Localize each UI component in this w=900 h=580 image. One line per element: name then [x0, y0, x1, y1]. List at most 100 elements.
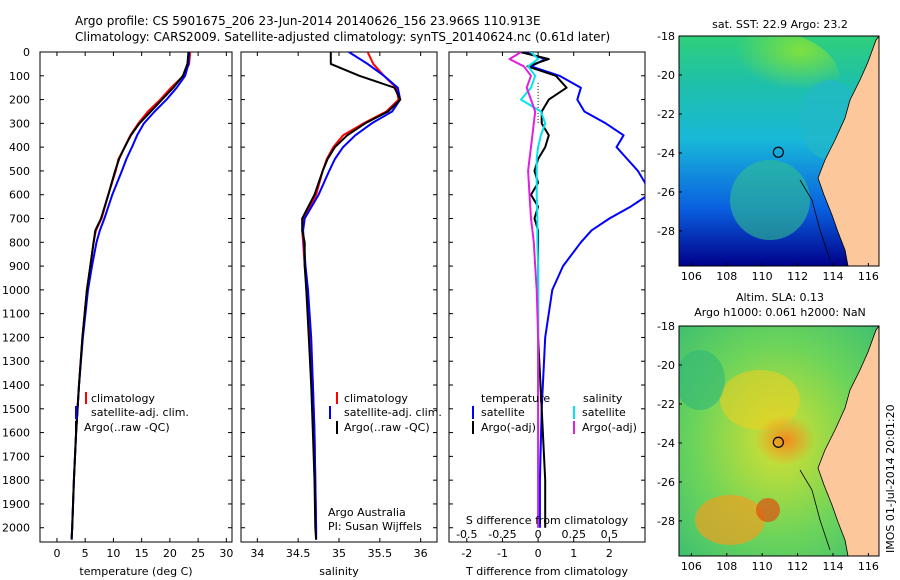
- legend-label-climatology: climatology: [91, 392, 155, 405]
- x-tick-label: 25: [191, 547, 205, 560]
- x-axes: 0 5 10 15 20 25 30 34 34.5 35 35.5 36 -2 -1 0 1 2 -0.5 -0.…: [53, 52, 618, 560]
- x-tick-label: 5: [82, 547, 89, 560]
- sla-orange-patch-south: [695, 495, 765, 545]
- temperature-axis-label: temperature (deg C): [79, 565, 192, 578]
- depth-tick-label: 900: [9, 260, 30, 273]
- salinity-panel-frame: [240, 51, 438, 543]
- s-diff-tick-label: 0: [535, 528, 542, 541]
- depth-tick-label: 600: [9, 189, 30, 202]
- s-diff-tick-label: -0.25: [488, 528, 516, 541]
- x-tick-label: 0: [53, 547, 60, 560]
- sst-mid-patch: [730, 160, 810, 240]
- sla-low-patch: [679, 350, 725, 410]
- map-x-tick-label: 110: [752, 270, 773, 283]
- x-tick-label: -1: [497, 547, 508, 560]
- legend-label-satellite: satellite-adj. clim.: [91, 406, 189, 419]
- sla-land: [817, 326, 879, 556]
- x-tick-label: 1: [570, 547, 577, 560]
- map-y-tick-label: -26: [657, 476, 675, 489]
- map-x-tick-label: 114: [822, 270, 843, 283]
- sla-red-spot: [756, 498, 780, 522]
- sla-bathymetry-contour: [799, 469, 831, 551]
- sla-map-title2: Argo h1000: 0.061 h2000: NaN: [694, 306, 866, 319]
- x-tick-label: 30: [219, 547, 233, 560]
- depth-tick-label: 500: [9, 165, 30, 178]
- map-x-tick-label: 110: [752, 560, 773, 573]
- sst-warm-patch: [680, 36, 840, 130]
- sst-map-frame: [678, 35, 880, 267]
- map-x-tick-label: 108: [716, 270, 737, 283]
- sla-orange-patch: [755, 415, 815, 465]
- sla-high-patch: [720, 370, 800, 430]
- depth-tick-label: 200: [9, 94, 30, 107]
- sla-map-title1: Altim. SLA: 0.13: [736, 291, 824, 304]
- x-tick-label: 2: [606, 547, 613, 560]
- sla-float-marker: [772, 436, 784, 448]
- map-y-tick-label: -20: [657, 69, 675, 82]
- legend-label-satellite: satellite-adj. clim.: [344, 406, 442, 419]
- x-tick-label: 36: [414, 547, 428, 560]
- x-tick-label: 35: [332, 547, 346, 560]
- map-y-tick-label: -28: [657, 225, 675, 238]
- difference-panel-frame: [448, 51, 646, 543]
- sst-map-axes: 106 108 110 112 114 116 -18 -20 -22 -24 -26 -28: [657, 30, 879, 283]
- sst-land: [817, 36, 879, 266]
- depth-tick-label: 1900: [2, 498, 30, 511]
- map-y-tick-label: -18: [657, 320, 675, 333]
- difference-legend: temperature salinity satellite Argo(-adj…: [472, 392, 637, 434]
- map-x-tick-label: 108: [716, 560, 737, 573]
- x-tick-label: 0: [535, 547, 542, 560]
- depth-tick-label: 1400: [2, 379, 30, 392]
- legend-label-climatology: climatology: [344, 392, 408, 405]
- temperature-series-group: [70, 52, 192, 540]
- depth-tick-label: 1100: [2, 308, 30, 321]
- map-y-tick-label: -22: [657, 108, 675, 121]
- legend-label-temp-argo: Argo(-adj): [481, 421, 536, 434]
- map-y-tick-label: -18: [657, 30, 675, 43]
- map-y-tick-label: -24: [657, 147, 675, 160]
- salinity-legend: climatology satellite-adj. clim. Argo(..…: [328, 392, 442, 533]
- map-y-tick-label: -26: [657, 186, 675, 199]
- depth-tick-label: 400: [9, 141, 30, 154]
- depth-tick-label: 1500: [2, 403, 30, 416]
- sla-map: [679, 326, 879, 556]
- map-x-tick-label: 116: [858, 270, 879, 283]
- salinity-axis-label: salinity: [319, 565, 359, 578]
- depth-tick-label: 1200: [2, 331, 30, 344]
- depth-tick-label: 2000: [2, 522, 30, 535]
- x-tick-label: 34.5: [286, 547, 311, 560]
- map-x-tick-label: 116: [858, 560, 879, 573]
- temperature-panel-frame: [39, 51, 233, 543]
- map-y-tick-label: -22: [657, 398, 675, 411]
- sst-bathymetry-contour: [799, 179, 831, 261]
- depth-tick-label: 0: [23, 46, 30, 59]
- legend-label-argo: Argo(..raw -QC): [344, 421, 430, 434]
- t-difference-axis-label: T difference from climatology: [465, 565, 628, 578]
- salinity-series-group: [301, 52, 402, 540]
- legend-title-salinity: salinity: [583, 392, 623, 405]
- legend-title-temperature: temperature: [481, 392, 550, 405]
- depth-tick-label: 100: [9, 70, 30, 83]
- sla-map-frame: [678, 325, 880, 557]
- depth-tick-label: 700: [9, 213, 30, 226]
- map-x-tick-label: 106: [681, 560, 702, 573]
- series-line-argo-raw-qc-: [301, 52, 402, 540]
- sla-map-axes: 106 108 110 112 114 116 -18 -20 -22 -24 -26 -28: [657, 320, 879, 573]
- depth-tick-label: 800: [9, 236, 30, 249]
- depth-tick-label: 1300: [2, 355, 30, 368]
- depth-axis: 0 100 200 300 400 500 600 700 800 900 1000 1100 1200…: [2, 46, 645, 535]
- map-x-tick-label: 112: [787, 560, 808, 573]
- difference-series-group: [508, 52, 645, 528]
- series-line-argo-raw-qc-: [70, 52, 190, 540]
- legend-label-temp-satellite: satellite: [481, 406, 525, 419]
- map-x-tick-label: 114: [822, 560, 843, 573]
- x-tick-label: 15: [135, 547, 149, 560]
- map-y-tick-label: -20: [657, 359, 675, 372]
- series-line-temperature-satellite: [523, 52, 645, 528]
- x-tick-label: 20: [163, 547, 177, 560]
- map-y-tick-label: -24: [657, 437, 675, 450]
- s-diff-tick-label: 0.5: [601, 528, 619, 541]
- pi-annotation: PI: Susan Wijffels: [328, 520, 422, 533]
- x-tick-label: -2: [461, 547, 472, 560]
